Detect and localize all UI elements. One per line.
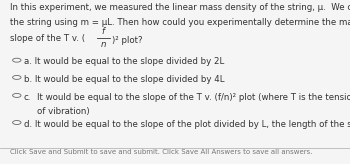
Text: n: n	[100, 40, 106, 49]
Text: b. It would be equal to the slope divided by 4L: b. It would be equal to the slope divide…	[24, 75, 224, 84]
Text: f: f	[102, 27, 105, 36]
Text: c.: c.	[24, 93, 31, 102]
Text: of vibration): of vibration)	[37, 107, 89, 116]
Text: a. It would be equal to the slope divided by 2L: a. It would be equal to the slope divide…	[24, 57, 224, 66]
Text: It would be equal to the slope of the T v. (f/n)² plot (where T is the tension a: It would be equal to the slope of the T …	[37, 93, 350, 102]
Text: d. It would be equal to the slope of the plot divided by L, the length of the st: d. It would be equal to the slope of the…	[24, 120, 350, 129]
Text: slope of the T v. (: slope of the T v. (	[10, 34, 86, 43]
Text: In this experiment, we measured the linear mass density of the string, μ.  We co: In this experiment, we measured the line…	[10, 3, 350, 12]
Text: Click Save and Submit to save and submit. Click Save All Answers to save all ans: Click Save and Submit to save and submit…	[10, 149, 313, 155]
Text: the string using m = μL. Then how could you experimentally determine the mass of: the string using m = μL. Then how could …	[10, 18, 350, 27]
Text: )² plot?: )² plot?	[112, 36, 142, 45]
